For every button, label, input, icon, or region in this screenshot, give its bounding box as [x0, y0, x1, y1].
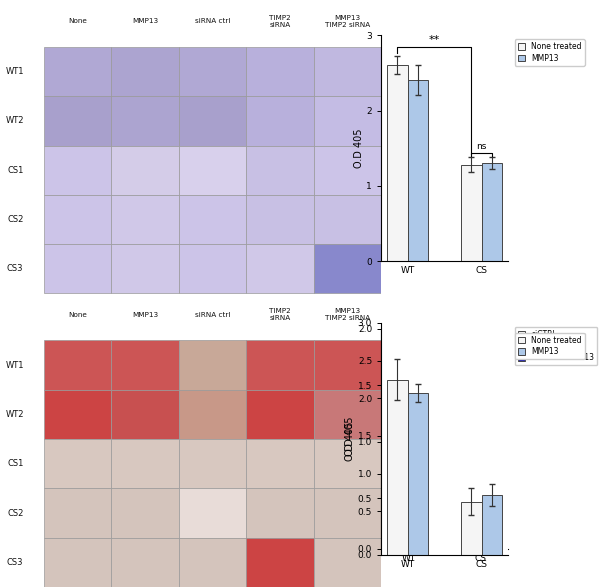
Text: MMP13: MMP13: [132, 18, 158, 24]
Bar: [488, 427, 502, 549]
Bar: [44, 96, 111, 146]
Bar: [246, 488, 313, 538]
Bar: [246, 538, 313, 587]
Bar: [387, 380, 408, 555]
Bar: [178, 488, 246, 538]
Bar: [44, 538, 111, 587]
Bar: [111, 488, 178, 538]
Bar: [387, 383, 401, 549]
Text: ns: ns: [396, 344, 407, 353]
Bar: [313, 244, 381, 294]
Bar: [313, 195, 381, 244]
Bar: [482, 163, 502, 261]
Bar: [44, 244, 111, 294]
Bar: [313, 340, 381, 390]
Bar: [246, 96, 313, 146]
Bar: [408, 80, 428, 261]
Bar: [44, 146, 111, 195]
Text: WT1: WT1: [6, 360, 24, 370]
Bar: [387, 65, 408, 261]
Bar: [111, 439, 178, 488]
Text: CS2: CS2: [7, 508, 24, 518]
Legend: None treated, MMP13: None treated, MMP13: [515, 333, 585, 359]
Bar: [111, 538, 178, 587]
Y-axis label: O.D 405: O.D 405: [345, 422, 355, 461]
Text: CS2: CS2: [7, 215, 24, 224]
Bar: [178, 47, 246, 96]
Bar: [178, 96, 246, 146]
Bar: [408, 393, 428, 555]
Bar: [313, 146, 381, 195]
Bar: [178, 340, 246, 390]
Bar: [246, 340, 313, 390]
Bar: [474, 419, 488, 549]
Bar: [461, 165, 482, 261]
Bar: [111, 195, 178, 244]
Text: **: **: [439, 332, 450, 342]
Bar: [111, 244, 178, 294]
Bar: [111, 390, 178, 439]
Text: TIMP2
siRNA: TIMP2 siRNA: [269, 15, 291, 28]
Bar: [44, 390, 111, 439]
Text: TIMP2
siRNA: TIMP2 siRNA: [269, 308, 291, 321]
Bar: [178, 195, 246, 244]
Bar: [401, 366, 416, 549]
Bar: [44, 439, 111, 488]
Bar: [111, 340, 178, 390]
Text: MMP13
TIMP2 siRNA: MMP13 TIMP2 siRNA: [325, 15, 370, 28]
Bar: [313, 47, 381, 96]
Bar: [246, 244, 313, 294]
Bar: [178, 390, 246, 439]
Bar: [178, 538, 246, 587]
Bar: [178, 146, 246, 195]
Y-axis label: O.D 405: O.D 405: [345, 416, 355, 456]
Bar: [178, 244, 246, 294]
Text: MMP13
TIMP2 siRNA: MMP13 TIMP2 siRNA: [325, 308, 370, 321]
Text: siRNA ctrl: siRNA ctrl: [195, 312, 230, 318]
Text: siRNA ctrl: siRNA ctrl: [195, 18, 230, 24]
Text: CS1: CS1: [7, 459, 24, 468]
Legend: siCTRL, siTIMP2, siTIMP2+MMP13: siCTRL, siTIMP2, siTIMP2+MMP13: [515, 327, 597, 365]
Text: WT1: WT1: [6, 67, 24, 76]
Bar: [461, 502, 482, 555]
Legend: None treated, MMP13: None treated, MMP13: [515, 39, 585, 66]
Text: WT2: WT2: [6, 116, 24, 126]
Text: None: None: [68, 312, 87, 318]
Bar: [459, 469, 474, 549]
Text: MMP13: MMP13: [132, 312, 158, 318]
Bar: [313, 488, 381, 538]
Bar: [111, 47, 178, 96]
Bar: [313, 439, 381, 488]
Bar: [178, 439, 246, 488]
Text: CS3: CS3: [7, 558, 24, 567]
Bar: [44, 195, 111, 244]
Bar: [111, 146, 178, 195]
Bar: [44, 488, 111, 538]
Bar: [482, 495, 502, 555]
Bar: [246, 146, 313, 195]
Bar: [44, 47, 111, 96]
Bar: [313, 390, 381, 439]
Bar: [246, 390, 313, 439]
Text: None: None: [68, 18, 87, 24]
Text: **: **: [482, 397, 494, 407]
Text: CS1: CS1: [7, 166, 24, 175]
Text: **: **: [429, 35, 440, 45]
Text: WT2: WT2: [6, 410, 24, 419]
Bar: [416, 366, 430, 549]
Text: ns: ns: [477, 142, 487, 151]
Bar: [246, 47, 313, 96]
Text: CS3: CS3: [7, 264, 24, 274]
Y-axis label: O.D 405: O.D 405: [353, 129, 364, 168]
Bar: [111, 96, 178, 146]
Bar: [246, 195, 313, 244]
Bar: [246, 439, 313, 488]
Bar: [313, 538, 381, 587]
Bar: [44, 340, 111, 390]
Bar: [313, 96, 381, 146]
